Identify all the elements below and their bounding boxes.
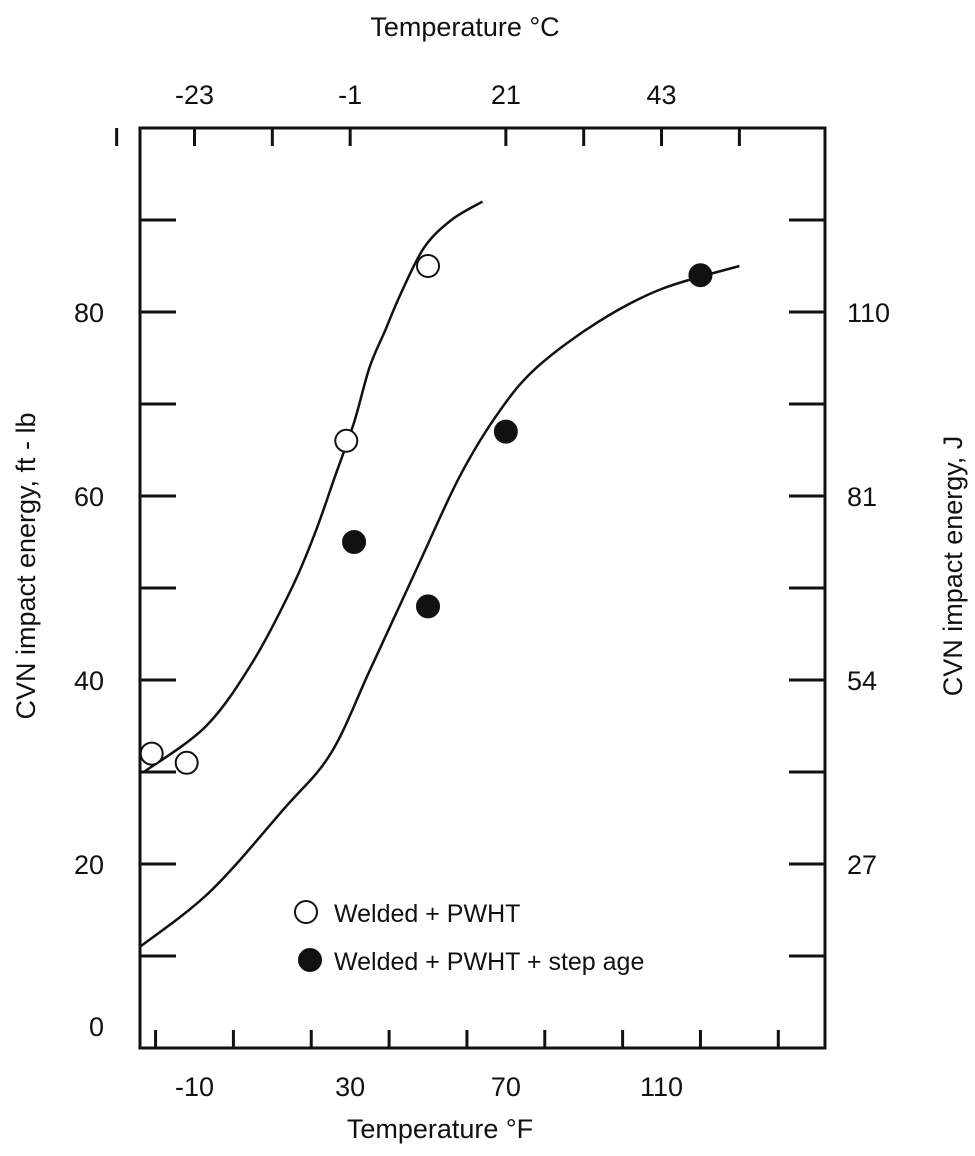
left-tick-label: 40 [74, 666, 104, 696]
series-0-curve [143, 200, 484, 774]
welded-pwht-point [334, 428, 359, 453]
bottom-tick-label: 70 [491, 1072, 521, 1102]
legend-label-welded-pwht: Welded + PWHT [334, 900, 520, 928]
top-tick-label: 21 [491, 80, 521, 110]
left-tick-label: 0 [89, 1012, 104, 1042]
top-tick-label: -1 [338, 80, 362, 110]
right-tick-label: 110 [847, 298, 890, 328]
left-tick-label: 20 [74, 850, 104, 880]
fit-curves [139, 200, 740, 948]
data-points [139, 254, 713, 775]
bottom-axis-title: Temperature °F [347, 1114, 533, 1144]
top-tick-label: -23 [175, 80, 214, 110]
legend-marker-welded-pwht [294, 900, 318, 924]
legend-label-welded-pwht-step-age: Welded + PWHT + step age [334, 948, 644, 976]
top-axis-title: Temperature °C [370, 12, 559, 42]
right-tick-label: 27 [847, 850, 877, 880]
right-tick-label: 54 [847, 666, 877, 696]
welded-pwht-step-age-point [688, 263, 713, 288]
welded-pwht-point [174, 750, 199, 775]
left-axis-title: CVN impact energy, ft - lb [11, 412, 41, 719]
legend: Welded + PWHT Welded + PWHT + step age [294, 900, 644, 976]
right-axis-title: CVN impact energy, J [938, 436, 968, 697]
legend-marker-welded-pwht-step-age [298, 948, 322, 972]
welded-pwht-step-age-point [416, 594, 441, 619]
welded-pwht-step-age-point [342, 530, 367, 554]
welded-pwht-point [139, 741, 164, 766]
right-tick-label: 81 [847, 482, 877, 512]
welded-pwht-step-age-point [493, 419, 518, 444]
welded-pwht-point [416, 254, 441, 278]
bottom-tick-label: 30 [335, 1072, 365, 1102]
bottom-tick-label: 110 [640, 1072, 683, 1102]
series-1-curve [139, 264, 740, 948]
ticks: -10 30 70 110 -23 -1 21 43 0 20 40 60 80 27 54 81 110 [74, 80, 890, 1102]
left-tick-label: 80 [74, 298, 104, 328]
bottom-tick-label: -10 [175, 1072, 214, 1102]
left-tick-label: 60 [74, 482, 104, 512]
top-tick-label: 43 [647, 80, 677, 110]
